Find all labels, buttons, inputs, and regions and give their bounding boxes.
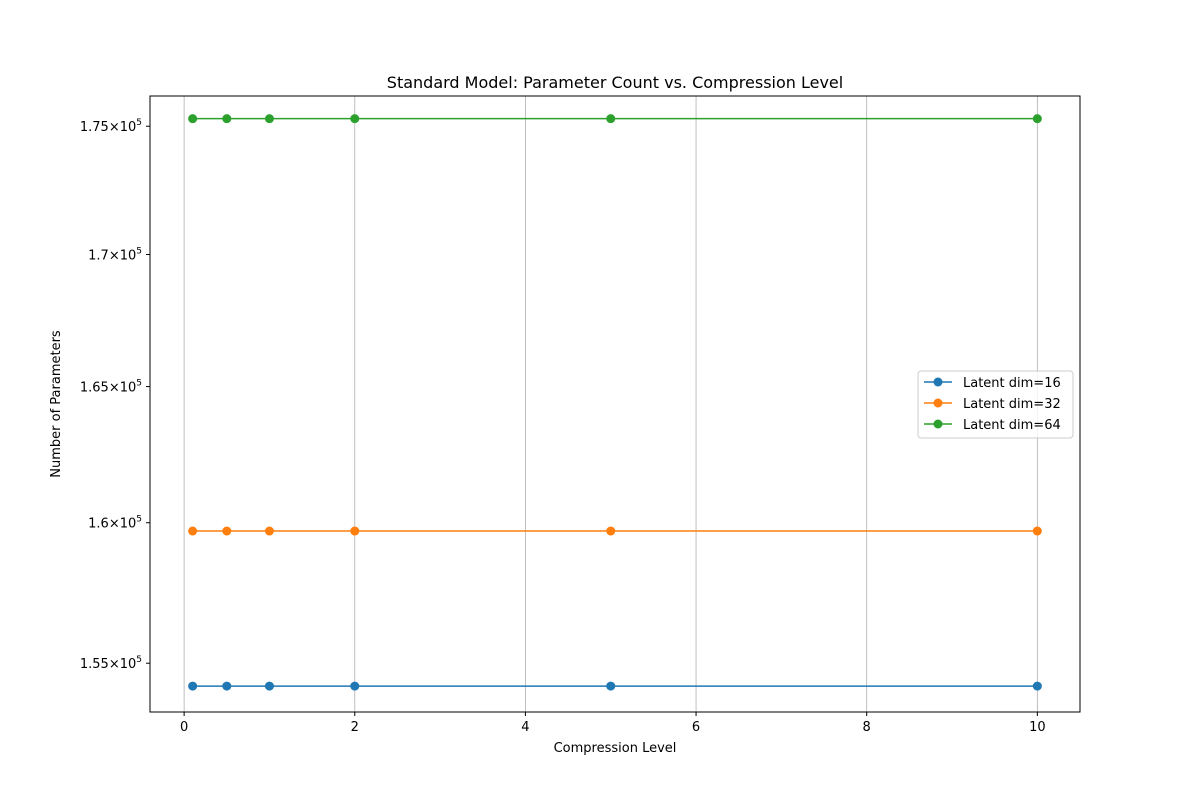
data-point [188,681,198,691]
y-tick-times: × [109,381,120,396]
y-tick-mantissa: 1.6 [88,517,109,532]
x-tick-label: 4 [521,720,529,735]
y-tick-base: 10 [120,120,137,135]
plot-frame [149,95,1081,713]
x-tick-label: 0 [180,720,188,735]
y-tick-mantissa: 1.65 [80,381,109,396]
x-tick-label: 8 [863,720,871,735]
data-point [222,526,232,536]
y-tick-times: × [109,657,120,672]
y-tick-times: × [109,248,120,263]
data-point [350,681,360,691]
legend-box [917,370,1074,439]
legend: Latent dim=16 Latent dim=32 Latent dim=64 [917,370,1074,439]
legend-label: Latent dim=16 [963,376,1061,391]
data-point [188,526,198,536]
y-tick-exponent: 5 [136,118,142,128]
y-tick-times: × [109,517,120,532]
legend-label: Latent dim=64 [963,418,1061,433]
data-point [264,681,274,691]
data-point [222,114,232,124]
y-tick-exponent: 5 [136,515,142,525]
data-point [350,114,360,124]
y-tick-base: 10 [120,248,137,263]
y-tick-mantissa: 1.55 [80,657,109,672]
data-point [606,681,616,691]
data-point [222,681,232,691]
x-tick-label: 10 [1029,720,1046,735]
y-tick-exponent: 5 [136,379,142,389]
y-tick-exponent: 5 [136,655,142,665]
y-tick-base: 10 [120,517,137,532]
x-tick-label: 6 [692,720,700,735]
y-tick-label: 1.6×105 [88,515,142,532]
data-point [188,114,198,124]
series-lines [188,114,1042,691]
y-tick-label: 1.7×105 [88,246,142,263]
x-axis-ticks: 0 2 4 6 8 10 [180,712,1046,735]
x-tick-label: 2 [351,720,359,735]
data-point [264,114,274,124]
data-point [1032,681,1042,691]
grid-lines [183,96,1038,712]
y-axis-label: Number of Parameters [49,330,64,478]
y-tick-times: × [109,120,120,135]
data-point [350,526,360,536]
data-point [1032,526,1042,536]
y-tick-base: 10 [120,657,137,672]
y-tick-exponent: 5 [136,246,142,256]
y-tick-base: 10 [120,381,137,396]
y-tick-label: 1.65×105 [80,379,142,396]
data-point [606,526,616,536]
legend-marker [933,419,943,429]
y-tick-label: 1.75×105 [80,118,142,135]
y-tick-mantissa: 1.7 [88,248,109,263]
series-group [188,526,1042,536]
series-group [188,681,1042,691]
series-group [188,114,1042,124]
chart-title: Standard Model: Parameter Count vs. Comp… [387,73,843,92]
y-tick-mantissa: 1.75 [80,120,109,135]
data-point [606,114,616,124]
data-point [264,526,274,536]
legend-label: Latent dim=32 [963,397,1061,412]
x-axis-label: Compression Level [554,741,677,756]
legend-marker [933,377,943,387]
legend-marker [933,398,943,408]
data-point [1032,114,1042,124]
y-tick-label: 1.55×105 [80,655,142,672]
